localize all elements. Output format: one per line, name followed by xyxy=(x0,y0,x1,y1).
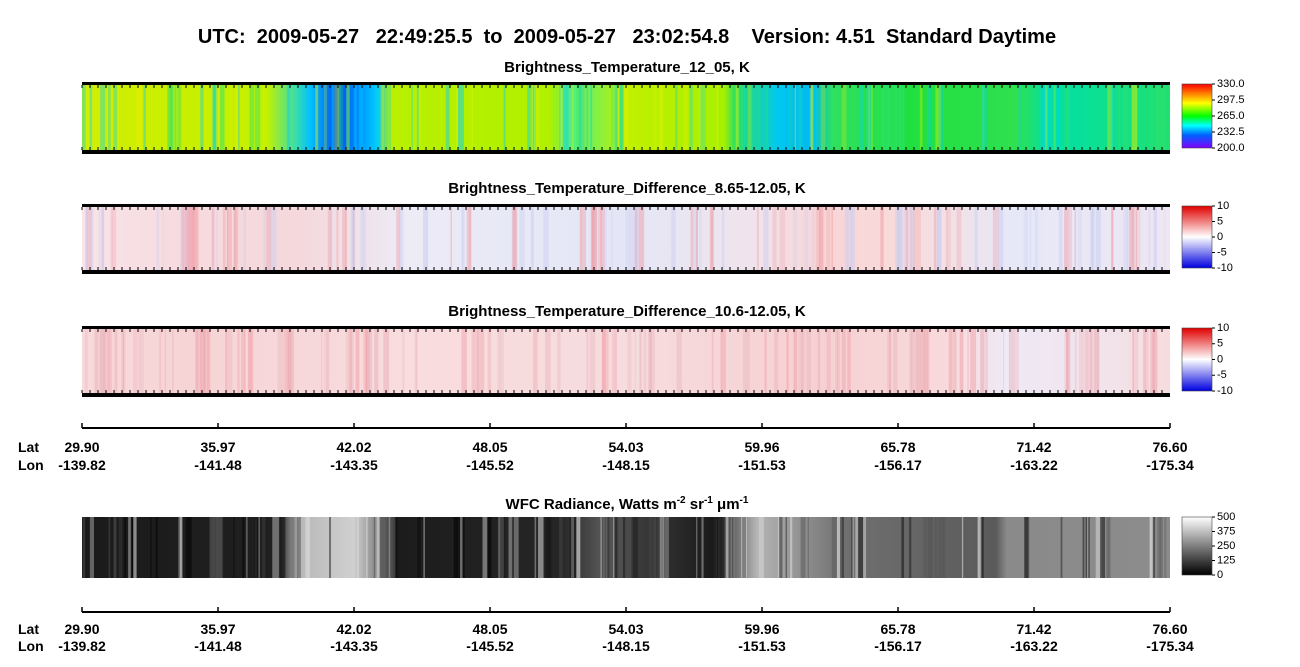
panel-title: Brightness_Temperature_12_05, K xyxy=(504,59,750,76)
lat-tick-label: 71.42 xyxy=(1016,439,1051,455)
lon-tick-label: -141.48 xyxy=(194,638,242,654)
lat-tick-label: 29.90 xyxy=(64,621,99,637)
lat-tick-label: 48.05 xyxy=(472,621,507,637)
lon-tick-label: -148.15 xyxy=(602,457,650,473)
colorbar-tick-label: 330.0 xyxy=(1217,78,1245,90)
lon-tick-label: -139.82 xyxy=(58,638,106,654)
lon-tick-label: -163.22 xyxy=(1010,638,1058,654)
colorbar-tick-label: 232.5 xyxy=(1217,126,1245,138)
colorbar-tick-label: 375 xyxy=(1217,525,1235,537)
colorbar-tick-label: 500 xyxy=(1217,511,1235,523)
lat-tick-label: 42.02 xyxy=(336,439,371,455)
lon-tick-label: -163.22 xyxy=(1010,457,1058,473)
axis-label: Lat xyxy=(18,439,39,455)
panel-top-border xyxy=(82,204,1170,207)
lat-tick-label: 35.97 xyxy=(200,621,235,637)
panel-bottom-border xyxy=(82,270,1170,274)
lat-tick-label: 65.78 xyxy=(880,439,915,455)
title-superscript: -2 xyxy=(677,495,686,506)
border-ticks xyxy=(81,207,1163,270)
lat-tick-label: 35.97 xyxy=(200,439,235,455)
lat-tick-label: 54.03 xyxy=(608,439,643,455)
colorbar xyxy=(1181,205,1213,269)
colorbar-tick-label: 125 xyxy=(1217,554,1235,566)
lon-tick-label: -141.48 xyxy=(194,457,242,473)
colorbar-tick-label: 10 xyxy=(1217,322,1229,334)
panel-title: Brightness_Temperature_Difference_10.6-1… xyxy=(448,303,806,320)
title-superscript: -1 xyxy=(704,495,713,506)
panel-image xyxy=(82,84,1170,152)
title-text: μm xyxy=(713,496,740,513)
colorbar xyxy=(1181,83,1213,149)
colorbar-tick-label: -10 xyxy=(1217,385,1233,397)
axis-label: Lat xyxy=(18,621,39,637)
colorbar-tick-label: -5 xyxy=(1217,369,1227,381)
lon-tick-label: -139.82 xyxy=(58,457,106,473)
lon-tick-label: -175.34 xyxy=(1146,638,1194,654)
panel-title: Brightness_Temperature_Difference_8.65-1… xyxy=(448,180,806,197)
colorbar xyxy=(1181,516,1213,576)
lon-tick-label: -143.35 xyxy=(330,457,378,473)
lon-tick-label: -145.52 xyxy=(466,638,514,654)
lat-tick-label: 76.60 xyxy=(1152,621,1187,637)
lat-tick-label: 65.78 xyxy=(880,621,915,637)
lat-tick-label: 71.42 xyxy=(1016,621,1051,637)
colorbar-tick-label: 10 xyxy=(1217,200,1229,212)
colorbar-tick-label: 0 xyxy=(1217,569,1223,581)
title-text: sr xyxy=(686,496,705,513)
page-title: UTC: 2009-05-27 22:49:25.5 to 2009-05-27… xyxy=(198,26,1056,48)
colorbar-tick-label: 265.0 xyxy=(1217,110,1245,122)
lon-tick-label: -148.15 xyxy=(602,638,650,654)
colorbar-tick-label: 0 xyxy=(1217,231,1223,243)
axis-label: Lon xyxy=(18,457,44,473)
panel-title: WFC Radiance, Watts m-2 sr-1 μm-1 xyxy=(506,495,749,513)
lat-tick-label: 59.96 xyxy=(744,621,779,637)
colorbar-tick-label: -5 xyxy=(1217,246,1227,258)
colorbar-tick-label: 0 xyxy=(1217,353,1223,365)
lon-tick-label: -145.52 xyxy=(466,457,514,473)
colorbar-tick-label: 250 xyxy=(1217,540,1235,552)
lon-tick-label: -156.17 xyxy=(874,457,922,473)
colorbar-tick-label: 200.0 xyxy=(1217,142,1245,154)
lon-tick-label: -175.34 xyxy=(1146,457,1194,473)
panel-bottom-border xyxy=(82,150,1170,154)
lat-tick-label: 54.03 xyxy=(608,621,643,637)
lat-tick-label: 29.90 xyxy=(64,439,99,455)
lat-tick-label: 59.96 xyxy=(744,439,779,455)
lon-tick-label: -151.53 xyxy=(738,457,786,473)
panel-image xyxy=(82,328,1170,395)
border-ticks xyxy=(81,85,1163,150)
lon-tick-label: -156.17 xyxy=(874,638,922,654)
axis-label: Lon xyxy=(18,638,44,654)
lon-tick-label: -143.35 xyxy=(330,638,378,654)
wfc-image xyxy=(82,517,1170,578)
title-text: WFC Radiance, Watts m xyxy=(506,496,677,513)
panel-top-border xyxy=(82,82,1170,85)
colorbar-tick-label: 5 xyxy=(1217,338,1223,350)
panel-top-border xyxy=(82,326,1170,329)
colorbar-tick-label: 297.5 xyxy=(1217,94,1245,106)
colorbar-tick-label: -10 xyxy=(1217,262,1233,274)
colorbar xyxy=(1181,327,1213,392)
title-superscript: -1 xyxy=(740,495,749,506)
colorbar-tick-label: 5 xyxy=(1217,215,1223,227)
lat-tick-label: 48.05 xyxy=(472,439,507,455)
panel-bottom-border xyxy=(82,393,1170,397)
lat-tick-label: 76.60 xyxy=(1152,439,1187,455)
lon-tick-label: -151.53 xyxy=(738,638,786,654)
border-ticks xyxy=(81,329,1163,393)
lat-tick-label: 42.02 xyxy=(336,621,371,637)
panel-image xyxy=(82,206,1170,272)
